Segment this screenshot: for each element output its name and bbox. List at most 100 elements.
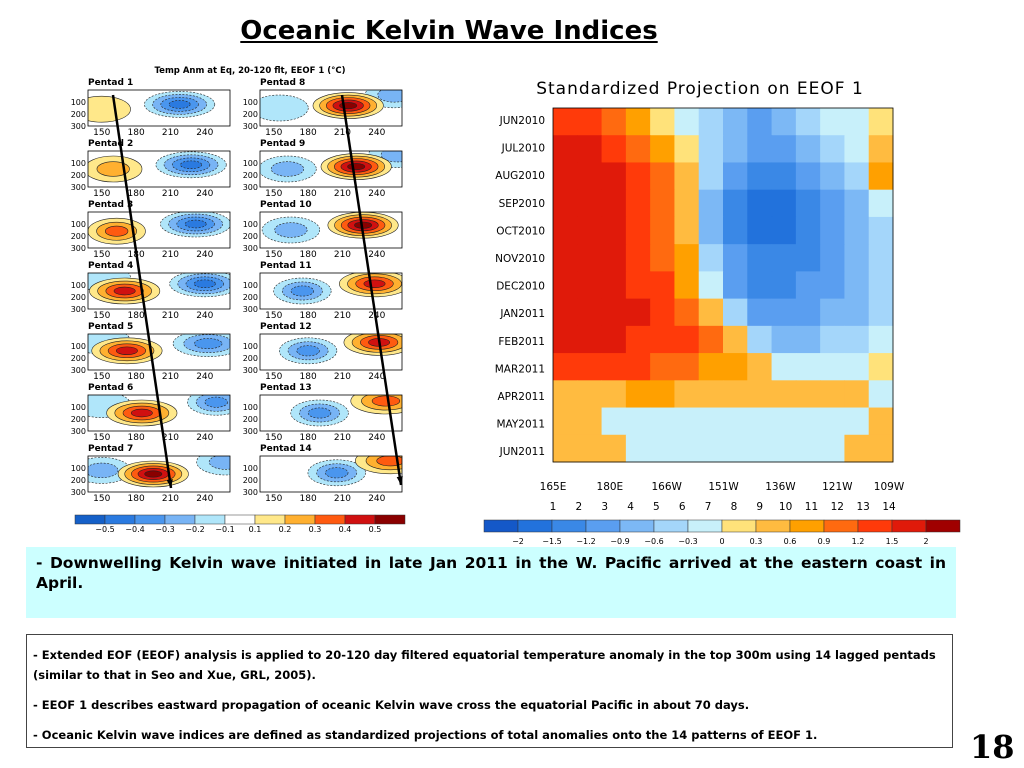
y-tick-label: 100: [243, 220, 258, 229]
heatmap-cell: [674, 108, 700, 136]
bullet-dash: -: [33, 728, 38, 742]
heatmap-cell: [625, 353, 651, 381]
x-tick-label: 240: [196, 250, 213, 260]
colorbar-label: −0.6: [644, 537, 663, 545]
x-tick-label: 150: [93, 250, 110, 260]
heatmap-cell: [747, 216, 773, 245]
x-tick-label: 150: [93, 494, 110, 504]
heatmap-cell: [723, 216, 748, 245]
y-tick-label: 100: [71, 342, 86, 351]
panel-label: Pentad 14: [260, 444, 312, 454]
panel-label: Pentad 9: [260, 139, 305, 149]
heatmap-cell: [698, 353, 724, 381]
cold-anomaly-contour: [270, 161, 305, 177]
cold-anomaly-contour: [307, 407, 332, 419]
colorbar-label: 0.6: [784, 537, 797, 545]
x-tick-label: 180: [300, 311, 317, 321]
colorbar-label: −0.9: [610, 537, 629, 545]
colorbar-swatch: [789, 519, 825, 533]
heatmap-cell: [698, 162, 724, 191]
heatmap-cell: [795, 380, 821, 409]
heatmap-cell: [601, 407, 627, 436]
x-tick-label: 180: [128, 372, 145, 382]
heatmap-cell: [844, 380, 870, 409]
heatmap-cell: [844, 271, 870, 300]
panel-label: Pentad 3: [88, 200, 133, 210]
heatmap-cell: [553, 135, 578, 163]
heatmap-cell: [601, 189, 627, 218]
x-tick-label: 150: [93, 128, 110, 138]
heatmap-cell: [844, 108, 870, 136]
heatmap-cell: [553, 162, 578, 191]
y-tick-label: 300: [243, 122, 258, 131]
panel-label: Pentad 11: [260, 261, 312, 271]
pentad-panel: Pentad 13 150 180 210 240 100 200 300: [243, 383, 403, 443]
colorbar-label: −2: [512, 537, 524, 545]
y-tick-label: 300: [243, 427, 258, 436]
heatmap-cell: [771, 380, 797, 409]
colorbar-label: 0.1: [249, 525, 262, 534]
y-tick-label: 100: [71, 464, 86, 473]
panel-frame: [87, 455, 231, 493]
x-tick-label: 210: [162, 250, 179, 260]
x-tick-label: 210: [162, 372, 179, 382]
y-tick-label: 200: [71, 110, 86, 119]
colorbar-swatch: [925, 519, 961, 533]
colorbar-swatch: [857, 519, 893, 533]
y-tick-label: 100: [243, 342, 258, 351]
panel-frame: [259, 211, 403, 249]
heatmap-cell: [723, 271, 748, 300]
heatmap-cell: [795, 271, 821, 300]
heatmap-cell: [795, 189, 821, 218]
heatmap-cell: [698, 434, 724, 463]
cold-anomaly-contour: [325, 467, 349, 479]
x-tick-label: 240: [368, 311, 385, 321]
heatmap-cell: [650, 244, 675, 272]
panel-frame: [87, 211, 231, 249]
page-number: 18: [970, 728, 1015, 766]
heatmap-cell: [577, 135, 603, 163]
x-tick-label: 180: [300, 494, 317, 504]
heatmap-cell: [868, 298, 894, 327]
warm-anomaly-contour: [130, 408, 153, 418]
heatmap-cell: [723, 298, 748, 327]
panel-label: Pentad 12: [260, 322, 312, 332]
colorbar-swatch: [619, 519, 655, 533]
y-tick-label: 200: [71, 232, 86, 241]
y-tick-label: 100: [243, 464, 258, 473]
x-tick-label: 180: [300, 372, 317, 382]
heatmap-cell: [820, 298, 845, 327]
cold-anomaly-contour: [168, 100, 191, 109]
heatmap-cell: [601, 108, 627, 136]
x-tick-label: 150: [265, 128, 282, 138]
colorbar-swatch: [284, 514, 316, 525]
x-tick-label: 180: [128, 128, 145, 138]
x-tick-label: 180: [128, 433, 145, 443]
heatmap-cell: [674, 407, 700, 436]
heatmap-cell: [868, 189, 894, 218]
pentad-number: 10: [779, 501, 792, 513]
colorbar-label: −0.1: [215, 525, 234, 534]
cold-anomaly-contour: [184, 219, 207, 229]
colorbar-label: 0.4: [339, 525, 352, 534]
colorbar-swatch: [194, 514, 226, 525]
panel-frame: [87, 333, 231, 371]
colorbar-label: −0.3: [678, 537, 697, 545]
heatmap-cell: [650, 108, 675, 136]
pentad-panel: Pentad 10 150 180 210 240 100 200 300: [243, 200, 403, 260]
x-tick-label: 210: [162, 311, 179, 321]
heatmap-cell: [820, 108, 845, 136]
x-tick-label: 210: [334, 311, 351, 321]
colorbar-label: 0.3: [750, 537, 763, 545]
x-tick-label: 210: [334, 189, 351, 199]
x-tick-label: 150: [265, 372, 282, 382]
colorbar-swatch: [551, 519, 587, 533]
heatmap-cell: [698, 135, 724, 163]
heatmap-cell: [868, 434, 894, 463]
heatmap-cell: [723, 244, 748, 272]
pentad-panel: Pentad 5 150 180 210 240 100 200 300: [71, 322, 231, 382]
heatmap-cell: [674, 380, 700, 409]
panel-label: Pentad 10: [260, 200, 312, 210]
colorbar-swatch: [104, 514, 136, 525]
